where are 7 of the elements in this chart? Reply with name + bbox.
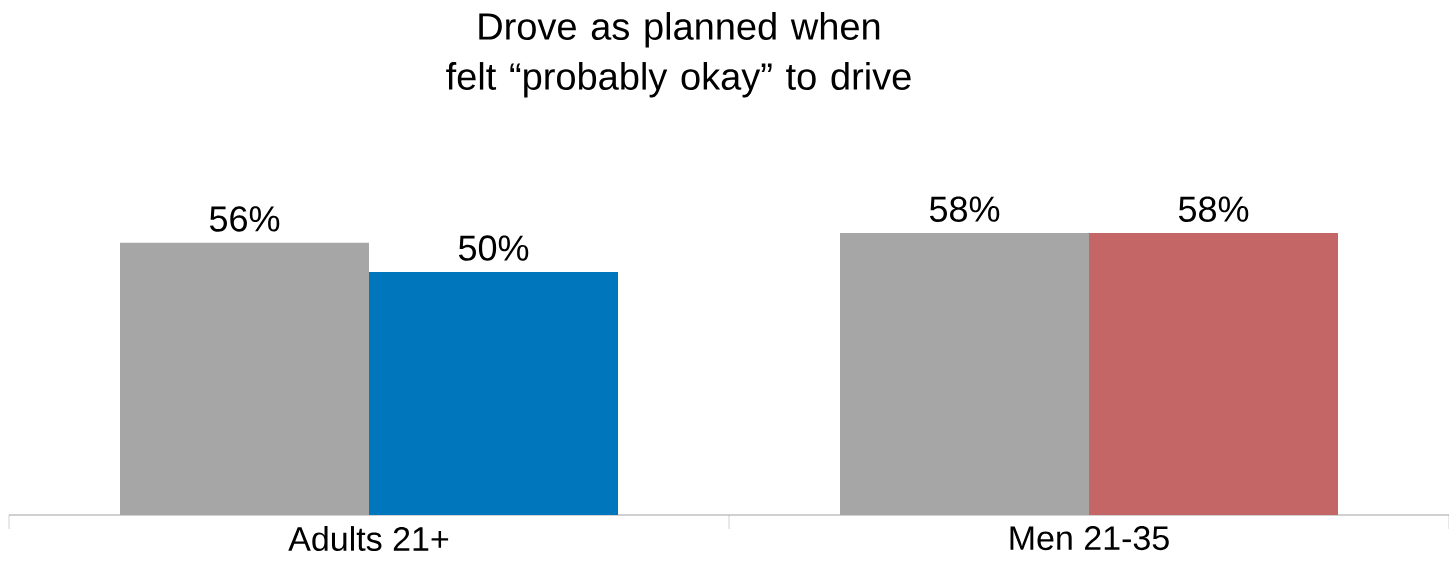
data-label: 58% <box>929 196 1000 222</box>
chart-title: Drove as planned when felt “probably okay” to drive <box>446 12 911 98</box>
data-label: 50% <box>458 235 529 261</box>
x-tick-label: Adults 21+ <box>288 526 449 552</box>
data-label: 58% <box>1178 196 1249 222</box>
data-label: 56% <box>209 206 280 232</box>
x-tick-label: Men 21-35 <box>1010 526 1169 551</box>
